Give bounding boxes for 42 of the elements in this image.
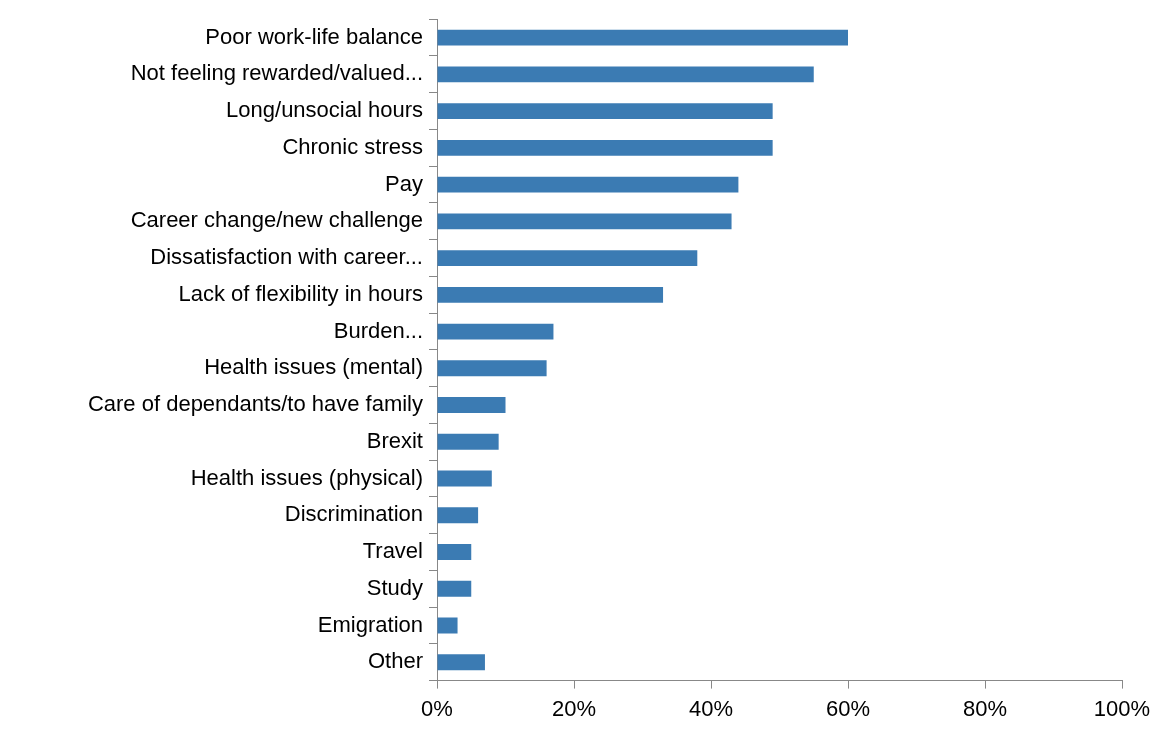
bar: [437, 360, 547, 377]
bar: [437, 66, 814, 83]
y-tick-label: Brexit: [366, 427, 423, 453]
y-tick-label: Lack of flexibility in hours: [178, 280, 423, 306]
x-tick-label: 80%: [962, 695, 1008, 721]
x-tick-label: 60%: [825, 695, 871, 721]
bar: [437, 29, 848, 46]
bar: [437, 580, 472, 597]
y-tick-label: Poor work-life balance: [205, 23, 423, 49]
y-tick-label: Health issues (mental): [204, 354, 423, 380]
bar: [437, 470, 492, 487]
y-tick-label: Not feeling rewarded/valued...: [130, 60, 423, 86]
y-tick-label: Travel: [362, 538, 423, 564]
y-tick-label: Chronic stress: [282, 133, 423, 159]
x-tick-label: 40%: [688, 695, 734, 721]
y-tick-label: Long/unsocial hours: [226, 97, 423, 123]
y-tick-label: Study: [366, 574, 423, 600]
bar: [437, 617, 458, 634]
y-tick-label: Career change/new challenge: [130, 207, 423, 233]
bar: [437, 176, 739, 193]
bar: [437, 397, 506, 413]
bar: [437, 103, 773, 119]
bar: [437, 213, 732, 230]
bar: [437, 654, 485, 671]
bar: [437, 507, 479, 524]
y-tick-label: Discrimination: [284, 501, 423, 527]
x-tick-label: 20%: [551, 695, 597, 721]
y-tick-label: Burden...: [333, 317, 423, 343]
y-tick-label: Care of dependants/to have family: [87, 391, 423, 417]
bar: [437, 323, 554, 340]
bar: [437, 544, 472, 560]
y-tick-label: Dissatisfaction with career...: [150, 244, 423, 270]
y-tick-label: Emigration: [317, 611, 423, 637]
bar: [437, 286, 664, 303]
y-tick-label: Health issues (physical): [190, 464, 423, 490]
x-tick-label: 0%: [421, 695, 453, 721]
y-tick-label: Pay: [385, 170, 423, 196]
x-tick-label: 100%: [1093, 695, 1151, 721]
bar: [437, 139, 773, 156]
y-tick-label: Other: [367, 648, 423, 674]
bar: [437, 433, 499, 450]
bar: [437, 250, 698, 266]
